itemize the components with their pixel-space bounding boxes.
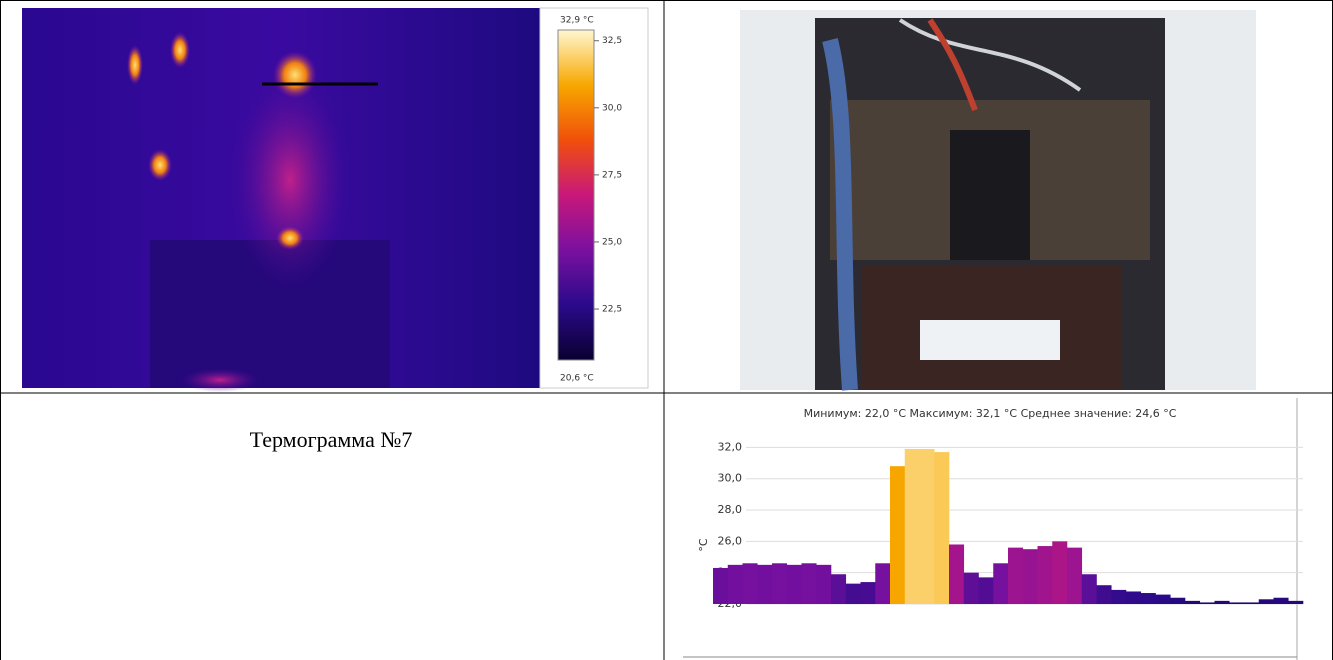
bar <box>846 584 861 604</box>
bar <box>1288 601 1303 604</box>
y-tick-label: 30,0 <box>718 472 743 485</box>
bar <box>802 563 817 604</box>
bar <box>1244 602 1259 604</box>
photo <box>740 10 1256 390</box>
bar <box>934 452 949 604</box>
bar <box>1067 548 1082 604</box>
bar <box>861 582 876 604</box>
bar <box>1008 548 1023 604</box>
colorbar-tick-label: 25,0 <box>602 237 622 247</box>
colorbar-tick-label: 27,5 <box>602 170 622 180</box>
page: 32,9 °C 20,6 °C 32,5 30,0 27,5 25,0 22,5 Термо… <box>0 0 1333 660</box>
bar <box>1185 601 1200 604</box>
caption: Термограмма №7 <box>250 427 413 452</box>
bar <box>1052 541 1067 604</box>
bar <box>1156 595 1171 604</box>
bar <box>757 565 772 604</box>
bar <box>979 577 994 604</box>
bar <box>949 544 964 604</box>
bar <box>1141 593 1156 604</box>
colorbar-min-label: 20,6 °C <box>560 374 594 384</box>
chart-panel <box>683 398 1297 660</box>
bar <box>920 449 935 604</box>
bar <box>1274 598 1289 604</box>
bar <box>890 466 905 604</box>
bar <box>743 563 758 604</box>
document-table: 32,9 °C 20,6 °C 32,5 30,0 27,5 25,0 22,5 Термо… <box>0 0 1333 660</box>
y-tick-label: 32,0 <box>718 440 743 453</box>
bar <box>713 568 728 604</box>
colorbar-gradient <box>558 30 594 360</box>
bar <box>1082 574 1097 604</box>
bar <box>1170 598 1185 604</box>
thermal-image <box>22 8 648 392</box>
bar <box>875 563 890 604</box>
bar <box>1126 591 1141 604</box>
bar <box>964 573 979 604</box>
bar <box>1023 549 1038 604</box>
colorbar-tick-label: 22,5 <box>602 305 622 315</box>
bar <box>1200 602 1215 604</box>
chart-title: Минимум: 22,0 °C Максимум: 32,1 °C Средн… <box>804 407 1177 420</box>
y-tick-label: 28,0 <box>718 503 743 516</box>
bar <box>831 574 846 604</box>
bar <box>1111 590 1126 604</box>
bar <box>728 565 743 604</box>
bar <box>1215 601 1230 604</box>
bar <box>816 565 831 604</box>
bar <box>1038 546 1053 604</box>
bar <box>772 563 787 604</box>
bar <box>1097 585 1112 604</box>
bar <box>1259 599 1274 604</box>
bar <box>787 565 802 604</box>
colorbar-max-label: 32,9 °C <box>560 16 594 26</box>
bar <box>993 563 1008 604</box>
bar <box>1229 602 1244 604</box>
y-axis-label: °C <box>697 538 710 552</box>
colorbar-tick-label: 32,5 <box>602 36 622 46</box>
bar <box>905 449 920 604</box>
colorbar-tick-label: 30,0 <box>602 103 622 113</box>
y-tick-label: 26,0 <box>718 534 743 547</box>
